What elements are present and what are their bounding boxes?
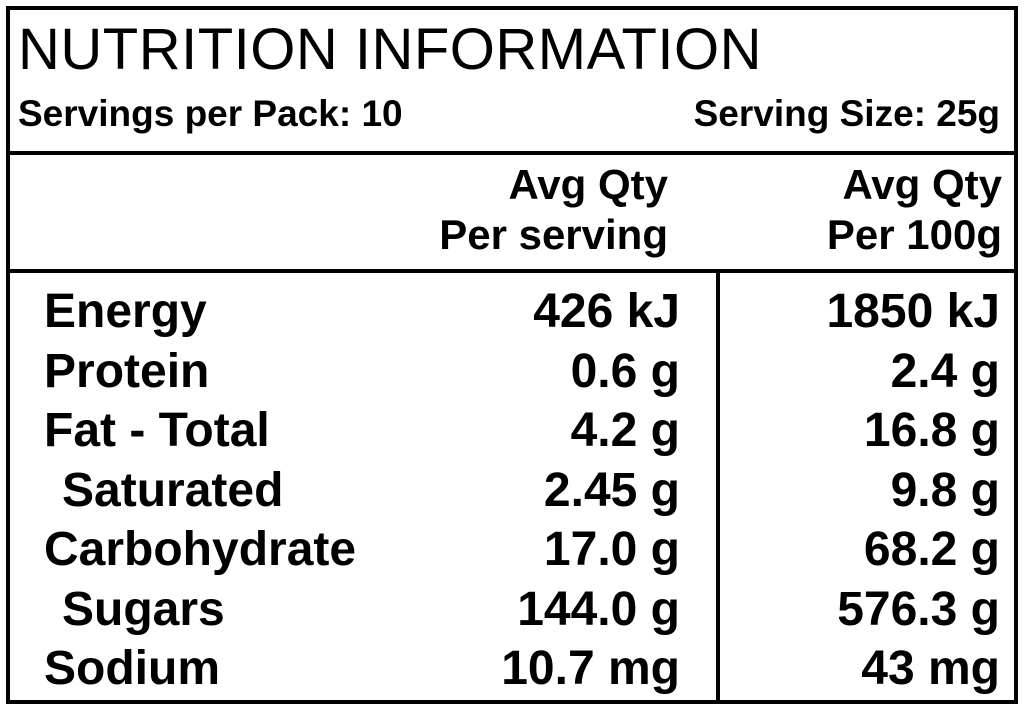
per-100g-value: 576.3 g: [837, 582, 1000, 636]
per-100g-value: 1850 kJ: [826, 285, 1000, 338]
column-header-per-serving: Avg Qty Per serving: [439, 160, 668, 260]
table-row-carbohydrate: Carbohydrate 17.0 g 68.2 g: [10, 520, 1014, 580]
per-serving-value: 10.7 mg: [501, 642, 680, 695]
per-serving-value: 17.0 g: [543, 523, 680, 576]
table-row-saturated: Saturated 2.45 g 9.8 g: [10, 461, 1014, 521]
panel-title: NUTRITION INFORMATION: [18, 17, 763, 82]
serving-size: Serving Size: 25g: [693, 93, 1000, 134]
nutrient-table: Energy 426 kJ 1850 kJ Protein 0.6 g 2.4 …: [10, 282, 1014, 699]
nutrient-name: Carbohydrate: [44, 523, 357, 576]
table-row-sugars: Sugars 144.0 g 576.3 g: [10, 580, 1014, 640]
nutrient-name: Fat - Total: [44, 404, 270, 457]
table-row-fat-total: Fat - Total 4.2 g 16.8 g: [10, 401, 1014, 461]
table-row-protein: Protein 0.6 g 2.4 g: [10, 342, 1014, 402]
nutrient-name: Sodium: [44, 642, 220, 695]
per-serving-value: 144.0 g: [517, 582, 680, 636]
nutrient-name: Saturated: [62, 463, 284, 517]
header-divider: [10, 151, 1014, 155]
table-row-sodium: Sodium 10.7 mg 43 mg: [10, 639, 1014, 699]
per-100g-value: 2.4 g: [890, 344, 1000, 398]
column-header-per-100g: Avg Qty Per 100g: [827, 160, 1002, 260]
table-row-energy: Energy 426 kJ 1850 kJ: [10, 282, 1014, 342]
column-header-per-100g-line1: Avg Qty: [842, 161, 1002, 208]
servings-per-pack: Servings per Pack: 10: [18, 93, 403, 134]
column-header-divider: [10, 269, 1014, 273]
per-100g-value: 9.8 g: [890, 463, 1000, 517]
per-serving-value: 2.45 g: [543, 463, 680, 517]
per-serving-value: 426 kJ: [533, 285, 680, 338]
per-serving-value: 4.2 g: [570, 404, 680, 457]
per-100g-value: 43 mg: [861, 642, 1000, 695]
column-divider: [716, 273, 720, 700]
nutrient-name: Energy: [44, 285, 207, 338]
per-100g-value: 68.2 g: [863, 523, 1000, 576]
column-header-per-serving-line2: Per serving: [439, 211, 668, 258]
nutrition-panel: NUTRITION INFORMATION Servings per Pack:…: [6, 6, 1018, 704]
per-serving-value: 0.6 g: [570, 344, 680, 398]
per-100g-value: 16.8 g: [863, 404, 1000, 457]
nutrient-name: Protein: [44, 344, 210, 398]
column-header-per-serving-line1: Avg Qty: [508, 161, 668, 208]
nutrient-name: Sugars: [62, 582, 225, 636]
column-header-per-100g-line2: Per 100g: [826, 211, 1002, 258]
